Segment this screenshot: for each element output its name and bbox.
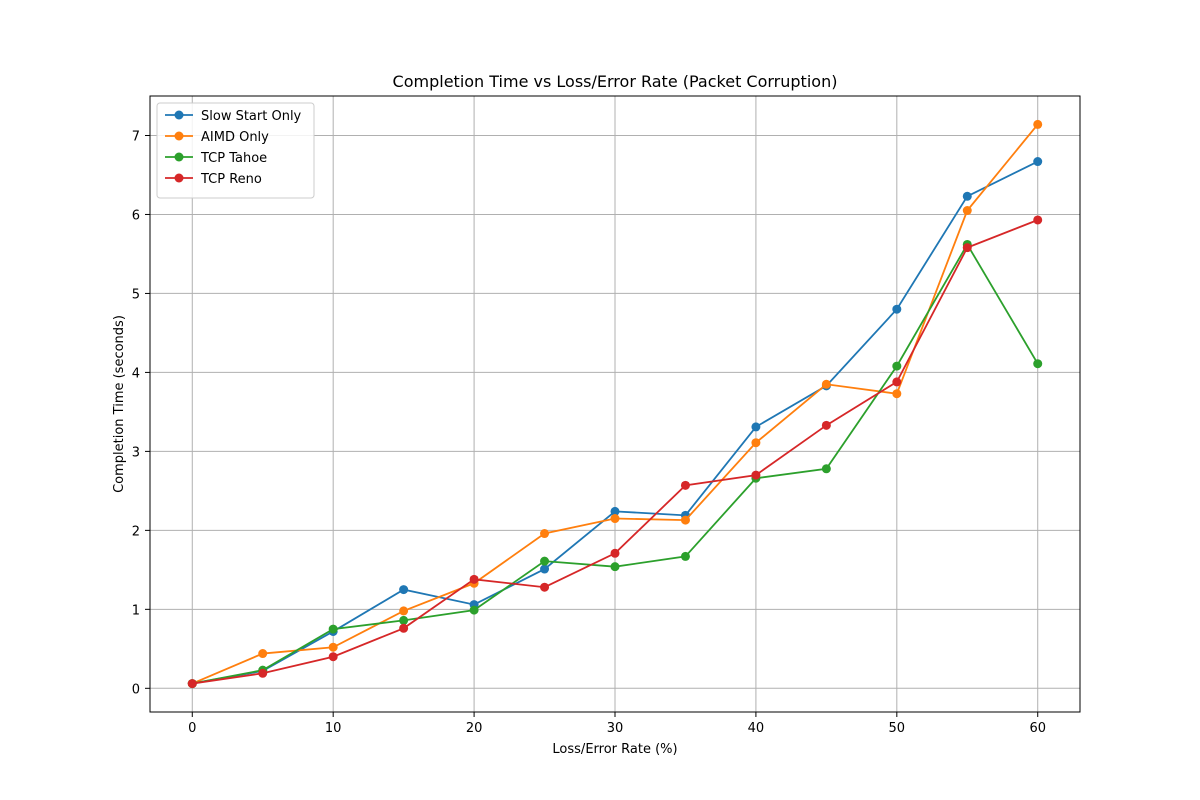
data-point [962, 191, 972, 201]
data-point [328, 652, 338, 662]
y-tick-label: 7 [132, 129, 140, 144]
data-point [540, 564, 550, 574]
data-point [258, 649, 268, 659]
data-point [610, 514, 620, 524]
data-point [540, 582, 550, 592]
data-point [1033, 119, 1043, 129]
data-point [399, 606, 409, 616]
y-tick-label: 1 [132, 603, 140, 618]
y-tick-label: 3 [132, 445, 140, 460]
x-tick-label: 30 [607, 721, 624, 736]
data-point [1033, 215, 1043, 225]
legend-label: Slow Start Only [201, 109, 302, 124]
data-point [610, 506, 620, 516]
data-point [328, 642, 338, 652]
data-point [751, 422, 761, 432]
legend-box [156, 102, 315, 199]
data-point [540, 529, 550, 539]
data-point [258, 668, 268, 678]
y-tick-label: 6 [132, 208, 140, 223]
data-point [399, 585, 409, 595]
data-point [680, 551, 690, 561]
x-tick-label: 10 [325, 721, 342, 736]
legend-item: AIMD Only [165, 130, 269, 145]
data-point [751, 438, 761, 448]
chart-title: Completion Time vs Loss/Error Rate (Pack… [393, 72, 838, 91]
data-point [892, 389, 902, 399]
y-tick-label: 4 [132, 366, 140, 381]
grid [150, 96, 1080, 712]
series-tcp-reno [187, 215, 1043, 689]
data-point [610, 548, 620, 558]
data-point [680, 515, 690, 525]
data-point [610, 562, 620, 572]
y-tick-label: 2 [132, 524, 140, 539]
data-point [540, 556, 550, 566]
data-point [680, 480, 690, 490]
data-point [187, 679, 197, 689]
x-tick-label: 50 [889, 721, 906, 736]
data-point [821, 420, 831, 430]
data-point [892, 361, 902, 371]
legend-label: AIMD Only [201, 130, 269, 145]
data-point [1033, 359, 1043, 369]
legend: Slow Start Only AIMD Only TCP Tahoe TCP Ren… [156, 102, 315, 199]
y-tick-label: 5 [132, 287, 140, 302]
legend-marker [174, 110, 184, 120]
x-tick-label: 20 [466, 721, 483, 736]
data-point [399, 615, 409, 625]
data-point [469, 574, 479, 584]
legend-item: TCP Tahoe [165, 151, 267, 166]
data-point [962, 243, 972, 253]
x-axis-label: Loss/Error Rate (%) [552, 742, 677, 757]
data-point [399, 623, 409, 633]
x-tick-label: 60 [1029, 721, 1046, 736]
data-point [892, 304, 902, 314]
legend-marker [174, 173, 184, 183]
data-point [821, 379, 831, 389]
legend-item: Slow Start Only [165, 109, 302, 124]
y-tick-label: 0 [132, 682, 140, 697]
data-point [469, 605, 479, 615]
y-axis-label: Completion Time (seconds) [112, 315, 127, 493]
data-point [821, 464, 831, 474]
legend-item: TCP Reno [165, 172, 262, 187]
series-layer [187, 119, 1043, 689]
x-tick-label: 0 [188, 721, 196, 736]
legend-label: TCP Tahoe [200, 151, 267, 166]
data-point [328, 624, 338, 634]
data-point [962, 206, 972, 216]
legend-marker [174, 131, 184, 141]
legend-label: TCP Reno [200, 172, 262, 187]
data-point [1033, 157, 1043, 167]
x-tick-label: 40 [748, 721, 765, 736]
ticks: 0 10 20 30 40 50 60 0 1 2 3 4 5 6 7 [132, 129, 1046, 736]
data-point [751, 470, 761, 480]
legend-marker [174, 152, 184, 162]
data-point [892, 377, 902, 387]
